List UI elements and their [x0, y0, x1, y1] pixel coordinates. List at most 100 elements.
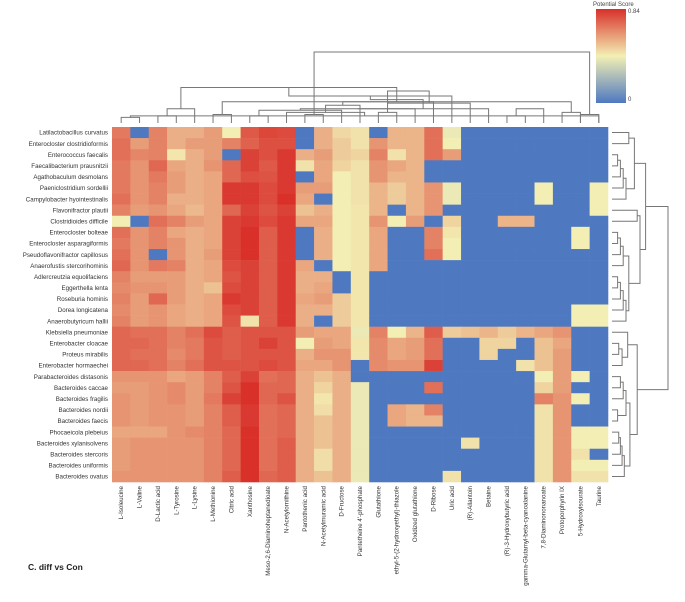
heatmap-cell	[571, 215, 590, 228]
heatmap-cell	[314, 271, 333, 283]
dendrogram-link	[612, 290, 624, 311]
heatmap-cell	[461, 293, 480, 305]
heatmap-cell	[369, 359, 388, 372]
heatmap-cell	[534, 304, 554, 316]
row-label: Enterocloster clostridioformis	[29, 141, 108, 148]
dendrogram-link	[299, 108, 416, 123]
heatmap-cell	[295, 182, 315, 194]
heatmap-cell	[130, 348, 150, 361]
heatmap-cell	[387, 182, 407, 194]
heatmap-cell	[442, 260, 462, 272]
heatmap-cell	[552, 226, 572, 239]
heatmap-cell	[295, 448, 315, 461]
heatmap-cell	[552, 204, 572, 217]
heatmap-cell	[203, 470, 223, 483]
heatmap-cell	[350, 415, 370, 427]
heatmap-cell	[461, 171, 480, 183]
row-label: Enterocloster bolteae	[50, 230, 109, 237]
heatmap-cell	[589, 315, 609, 327]
heatmap-cell	[240, 138, 260, 150]
heatmap-cell	[148, 237, 168, 250]
heatmap-cell	[167, 282, 186, 294]
heatmap-cell	[222, 470, 241, 483]
heatmap-cell	[277, 337, 297, 350]
heatmap-cell	[332, 371, 352, 383]
heatmap-cell	[442, 315, 462, 327]
heatmap-cell	[497, 371, 517, 383]
heatmap-cell	[314, 393, 333, 405]
heatmap-cell	[148, 337, 168, 350]
heatmap-cell	[332, 359, 352, 372]
heatmap-cell	[516, 293, 535, 305]
heatmap-cell	[222, 160, 241, 172]
heatmap-cell	[589, 193, 609, 205]
heatmap-cell	[534, 127, 554, 139]
heatmap-cell	[277, 149, 297, 161]
heatmap-cell	[571, 249, 590, 261]
heatmap-cell	[148, 348, 168, 361]
heatmap-cell	[497, 337, 517, 350]
dendrogram-link	[120, 116, 141, 123]
heatmap-cell	[295, 204, 315, 217]
heatmap-cell	[112, 348, 131, 361]
heatmap-cell	[405, 160, 425, 172]
column-label: L-Valine	[137, 485, 144, 508]
heatmap-cell	[240, 282, 260, 294]
dendrogram-link	[612, 231, 619, 244]
column-label: gamma-Glutamyl-beta-cyanoalanine	[522, 485, 529, 585]
heatmap-cell	[497, 182, 517, 194]
heatmap-cell	[277, 293, 297, 305]
chart-subtitle: C. diff vs Con	[28, 562, 83, 572]
heatmap-cell	[369, 249, 388, 261]
heatmap-cell	[277, 348, 297, 361]
dendrogram-link	[612, 409, 619, 422]
heatmap-cell	[497, 271, 517, 283]
dendrogram-link	[313, 51, 591, 115]
heatmap-cell	[295, 282, 315, 294]
heatmap-cell	[185, 249, 205, 261]
heatmap-cell	[571, 160, 590, 172]
heatmap-cell	[258, 237, 278, 250]
heatmap-cell	[552, 160, 572, 172]
heatmap-cell	[314, 237, 333, 250]
heatmap-cell	[571, 315, 590, 327]
heatmap-cell	[479, 226, 499, 239]
heatmap-cell	[479, 282, 499, 294]
heatmap-cell	[130, 382, 150, 394]
heatmap-cell	[516, 326, 535, 339]
row-label: Dorea longicatena	[58, 307, 109, 314]
heatmap-cell	[167, 237, 186, 250]
heatmap-cell	[167, 260, 186, 272]
heatmap-cell	[424, 426, 443, 438]
heatmap-cell	[277, 271, 297, 283]
heatmap-cell	[479, 171, 499, 183]
heatmap-cell	[185, 204, 205, 217]
heatmap-cell	[552, 215, 572, 228]
heatmap-cell	[295, 304, 315, 316]
heatmap-cell	[405, 371, 425, 383]
heatmap-cell	[387, 393, 407, 405]
heatmap-cell	[222, 271, 241, 283]
heatmap-cell	[552, 193, 572, 205]
heatmap-cell	[314, 293, 333, 305]
heatmap-cell	[130, 293, 150, 305]
heatmap-cell	[387, 138, 407, 150]
heatmap-cell	[534, 448, 554, 461]
heatmap-cell	[442, 182, 462, 194]
heatmap-cell	[405, 404, 425, 416]
legend-title: Potential Score	[593, 2, 634, 8]
heatmap-cell	[148, 260, 168, 272]
heatmap-cell	[369, 426, 388, 438]
heatmap-cell	[552, 404, 572, 416]
heatmap-cell	[387, 193, 407, 205]
heatmap-cell	[461, 237, 480, 250]
heatmap-cell	[571, 326, 590, 339]
heatmap-cell	[424, 393, 443, 405]
heatmap-cell	[130, 404, 150, 416]
heatmap-cell	[314, 226, 333, 239]
heatmap-cell	[314, 138, 333, 150]
column-label: L-Methionine	[210, 485, 217, 521]
heatmap-cell	[552, 271, 572, 283]
heatmap-cell	[277, 304, 297, 316]
heatmap-cell	[203, 404, 223, 416]
